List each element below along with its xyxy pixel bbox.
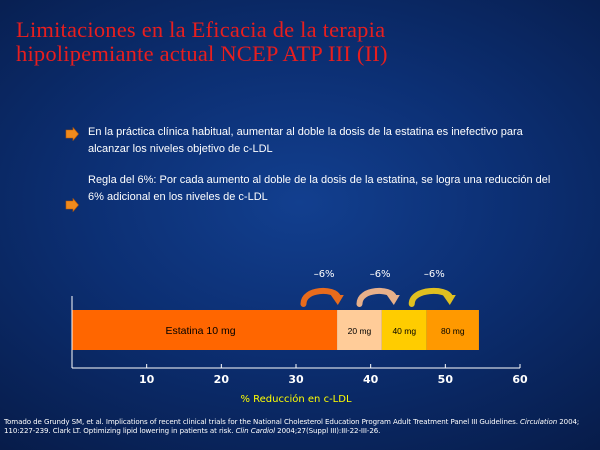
x-tick-label: 50 [438,373,454,386]
bar-segment-20mg [337,310,382,350]
bar-label: 40 mg [392,326,416,336]
footnote: Tomado de Grundy SM, et al. Implications… [4,417,598,435]
reduction-annotation: –6% [424,269,445,280]
orange-arrow-bullet-icon [65,198,79,212]
orange-arrow-bullet-icon [65,127,79,141]
bar-segment-40mg [381,310,427,350]
bar-label: Estatina 10 mg [166,325,236,337]
footnote-text-3: 2004;27(Suppl III):III-22-III-26. [275,426,381,436]
arrowhead-icon [386,295,400,305]
bar-label: 20 mg [348,326,372,336]
x-axis-label: % Reducción en c-LDL [240,393,351,405]
bar-segment-80mg [426,310,479,350]
footnote-journal-2: Clin Cardiol [235,426,276,436]
bar-label: 80 mg [441,326,465,336]
footnote-text-1: Tomado de Grundy SM, et al. Implications… [4,417,521,426]
bar-segment-10mg [72,310,338,350]
x-tick-label: 40 [363,373,379,386]
footnote-text-2: 2004; 110:227-239. Clark LT. Optimizing … [4,417,580,436]
reduction-annotation: –6% [314,269,335,280]
x-tick-label: 20 [214,373,230,386]
slide-title: Limitaciones en la Eficacia de la terapi… [16,18,586,66]
curved-arrow-icon [408,288,453,307]
bullet-text-2: Regla del 6%: Por cada aumento al doble … [88,174,551,203]
slide-title-line2: hipolipemiante actual NCEP ATP III (II) [16,41,388,66]
arrowhead-icon [442,295,456,305]
footnote-journal-1: Circulation [520,417,558,426]
slide-title-line1: Limitaciones en la Eficacia de la terapi… [16,17,386,42]
arrowhead-icon [330,295,344,305]
bullet-text-1: En la práctica clínica habitual, aumenta… [88,126,523,155]
x-tick-label: 10 [139,373,155,386]
x-tick-label: 60 [512,373,528,386]
reduction-annotation: –6% [370,269,391,280]
x-tick-label: 30 [288,373,304,386]
